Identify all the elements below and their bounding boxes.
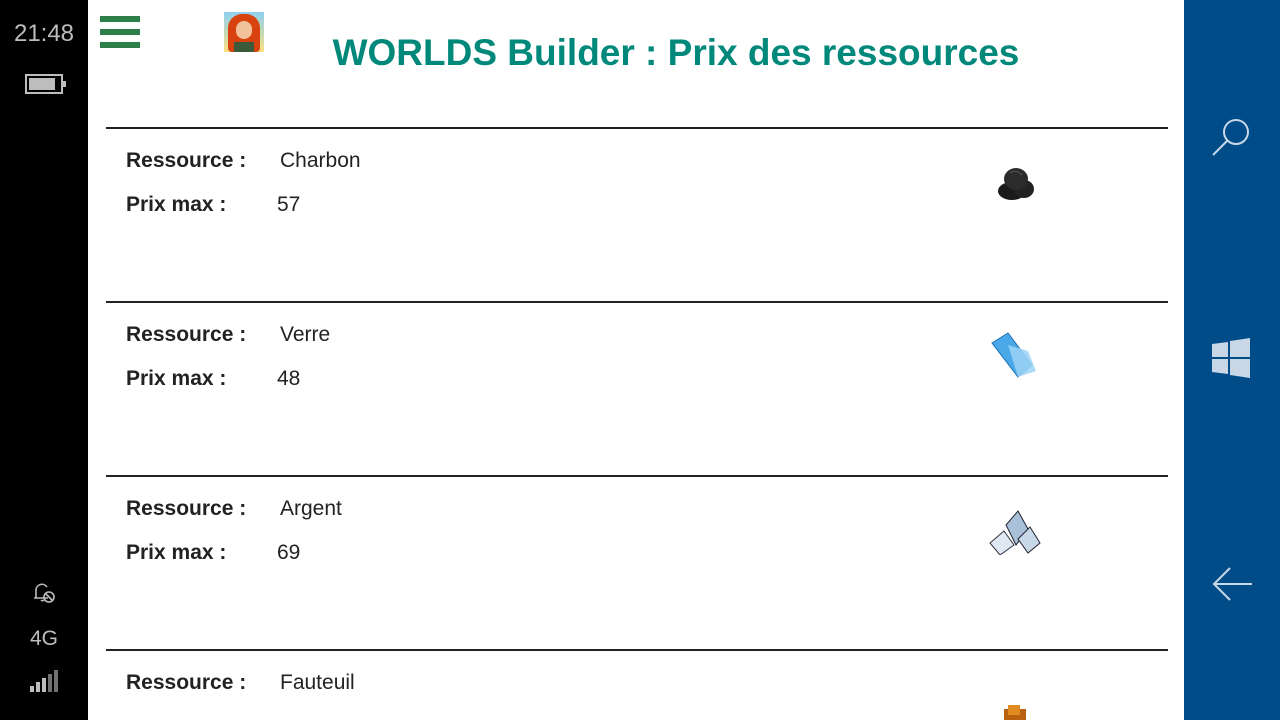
max-price-value: 57 (277, 193, 301, 216)
status-bar: 21:48 4G (0, 0, 88, 720)
coal-icon (988, 157, 1042, 205)
max-price-label: Prix max : (126, 367, 227, 390)
max-price-label: Prix max : (126, 541, 227, 564)
list-item[interactable]: Ressource : Charbon Prix max : 57 (106, 127, 1168, 301)
page-title: WORLDS Builder : Prix des ressources (332, 32, 1020, 73)
resource-label: Ressource : (126, 497, 247, 520)
navigation-bar (1184, 0, 1280, 720)
resource-label: Ressource : (126, 149, 247, 172)
back-icon[interactable] (1208, 560, 1256, 608)
battery-icon (25, 74, 66, 94)
network-type: 4G (29, 627, 58, 650)
list-item[interactable]: Ressource : Argent Prix max : 69 (106, 475, 1168, 649)
resource-label: Ressource : (126, 671, 247, 694)
clock: 21:48 (13, 20, 75, 47)
max-price-label: Prix max : (126, 193, 227, 216)
app-avatar-image (224, 12, 264, 52)
glass-icon (988, 331, 1042, 379)
max-price-value: 69 (277, 541, 301, 564)
resource-label: Ressource : (126, 323, 247, 346)
resource-name: Fauteuil (280, 671, 355, 694)
silver-icon (988, 505, 1042, 556)
resource-name: Verre (280, 323, 331, 346)
resource-name: Argent (280, 497, 342, 520)
armchair-icon (988, 679, 1042, 720)
hamburger-menu-icon[interactable] (100, 16, 140, 48)
search-icon[interactable] (1208, 112, 1256, 160)
main-content: WORLDS Builder : Prix des ressources Res… (88, 0, 1184, 720)
quiet-hours-icon (30, 578, 58, 612)
signal-icon (30, 670, 60, 692)
list-item[interactable]: Ressource : Fauteuil (106, 649, 1168, 720)
resource-name: Charbon (280, 149, 361, 172)
windows-icon[interactable] (1208, 334, 1256, 382)
list-item[interactable]: Ressource : Verre Prix max : 48 (106, 301, 1168, 475)
max-price-value: 48 (277, 367, 301, 390)
